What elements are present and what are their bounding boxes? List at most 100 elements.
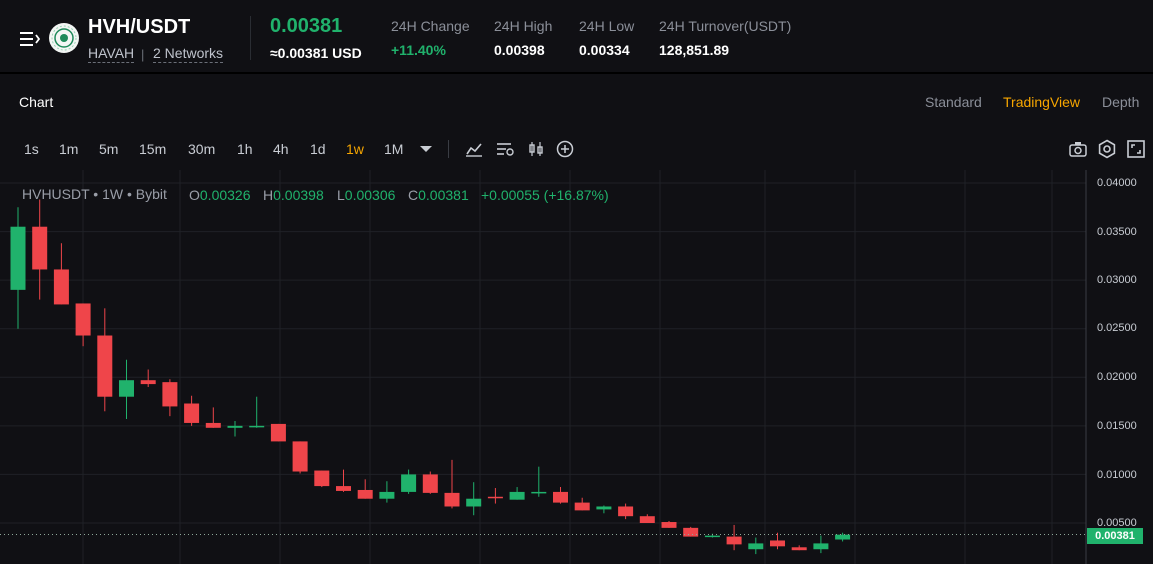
y-tick-label: 0.03500 [1097, 226, 1137, 238]
candle-body [422, 474, 438, 493]
chart-legend-title: HVHUSDT • 1W • Bybit [22, 186, 167, 202]
usd-price: ≈0.00381 USD [270, 45, 362, 61]
candle-body [249, 425, 265, 428]
candle-body [314, 470, 330, 487]
candle-body [683, 527, 699, 537]
camera-icon[interactable] [1068, 139, 1088, 159]
candle-body [292, 441, 308, 472]
candle-body [357, 489, 373, 499]
y-tick-label: 0.03000 [1097, 274, 1137, 286]
low-value: 0.00334 [579, 42, 630, 58]
turnover-label: 24H Turnover(USDT) [659, 18, 792, 34]
timeframe-dropdown-icon[interactable] [416, 139, 436, 159]
candle-body [184, 403, 200, 423]
candle-body [336, 486, 351, 491]
legend-low-label: L [337, 187, 345, 203]
legend-open: O0.00326 [189, 187, 251, 203]
fullscreen-icon[interactable] [1126, 139, 1146, 159]
candle-body [553, 491, 568, 503]
timeframe-1s[interactable]: 1s [24, 141, 39, 157]
candle-body [704, 535, 720, 538]
last-price-tag: 0.00381 [1087, 528, 1143, 544]
candle-body [748, 543, 764, 550]
timeframe-1M[interactable]: 1M [384, 141, 404, 157]
high-value: 0.00398 [494, 42, 545, 58]
settings-lines-icon[interactable] [495, 139, 515, 159]
legend-change: +0.00055 (+16.87%) [481, 187, 609, 203]
candle-body [574, 502, 590, 511]
candle-body [531, 491, 547, 494]
candlestick-icon[interactable] [526, 139, 546, 159]
candle-body [596, 506, 612, 510]
menu-icon[interactable] [20, 30, 40, 48]
divider [250, 16, 251, 60]
last-price: 0.00381 [270, 15, 343, 37]
timeframe-5m[interactable]: 5m [99, 141, 119, 157]
add-circle-icon[interactable] [555, 139, 575, 159]
turnover-value: 128,851.89 [659, 42, 730, 58]
candle-body [487, 496, 503, 499]
candle-body [661, 522, 677, 528]
view-standard[interactable]: Standard [925, 94, 982, 110]
legend-change-value: +0.00055 (+16.87%) [481, 187, 609, 203]
candle-body [97, 335, 113, 397]
candle-body [32, 226, 48, 270]
timeframe-4h[interactable]: 4h [273, 141, 289, 157]
high-label: 24H High [494, 18, 553, 34]
timeframe-1h[interactable]: 1h [237, 141, 253, 157]
timeframe-1m[interactable]: 1m [59, 141, 79, 157]
legend-high: H0.00398 [263, 187, 324, 203]
trading-pair[interactable]: HVH/USDT [88, 16, 191, 38]
coin-name-link[interactable]: HAVAH [88, 45, 135, 63]
view-depth[interactable]: Depth [1102, 94, 1140, 110]
gear-icon[interactable] [1097, 139, 1117, 159]
ticker-header: HVH/USDT HAVAH | 2 Networks 0.00381 ≈0.0… [0, 0, 1153, 72]
y-tick-label: 0.01000 [1097, 469, 1137, 481]
candlestick-chart[interactable] [0, 170, 1153, 564]
candle-body [835, 534, 851, 540]
candle-body [770, 540, 785, 547]
timeframe-1w[interactable]: 1w [346, 141, 364, 157]
candle-body [227, 425, 243, 428]
candle-body [162, 382, 178, 407]
candle-body [140, 380, 156, 385]
candle-body [10, 226, 26, 290]
legend-close-label: C [408, 187, 419, 203]
y-tick-label: 0.00500 [1097, 517, 1137, 529]
timeframe-1d[interactable]: 1d [310, 141, 326, 157]
timeframe-30m[interactable]: 30m [188, 141, 216, 157]
candle-body [401, 474, 417, 492]
legend-open-label: O [189, 187, 200, 203]
view-tradingview[interactable]: TradingView [1003, 94, 1081, 110]
low-label: 24H Low [579, 18, 635, 34]
candle-body [791, 547, 807, 551]
candle-body [119, 380, 134, 397]
coin-logo-icon [49, 23, 79, 53]
y-tick-label: 0.01500 [1097, 420, 1137, 432]
legend-close: C0.00381 [408, 187, 469, 203]
legend-low: L0.00306 [337, 187, 395, 203]
y-tick-label: 0.02500 [1097, 322, 1137, 334]
candle-body [726, 536, 742, 545]
networks-link[interactable]: 2 Networks [153, 45, 224, 63]
candle-body [205, 422, 221, 428]
candle-body [75, 303, 91, 336]
y-tick-label: 0.04000 [1097, 177, 1137, 189]
legend-open-value: 0.00326 [199, 187, 251, 203]
toolbar-divider [448, 140, 449, 158]
change-value: +11.40% [391, 42, 446, 58]
tab-chart[interactable]: Chart [19, 94, 54, 110]
separator: | [141, 47, 145, 62]
candle-body [466, 498, 482, 507]
legend-high-value: 0.00398 [273, 187, 324, 203]
indicator-chart-icon[interactable] [464, 139, 484, 159]
candle-body [379, 491, 395, 499]
legend-low-value: 0.00306 [344, 187, 396, 203]
candle-body [53, 269, 69, 305]
legend-high-label: H [263, 187, 274, 203]
candle-body [444, 492, 460, 507]
change-label: 24H Change [391, 18, 470, 34]
timeframe-15m[interactable]: 15m [139, 141, 167, 157]
candle-body [509, 491, 525, 500]
candle-body [618, 506, 634, 517]
